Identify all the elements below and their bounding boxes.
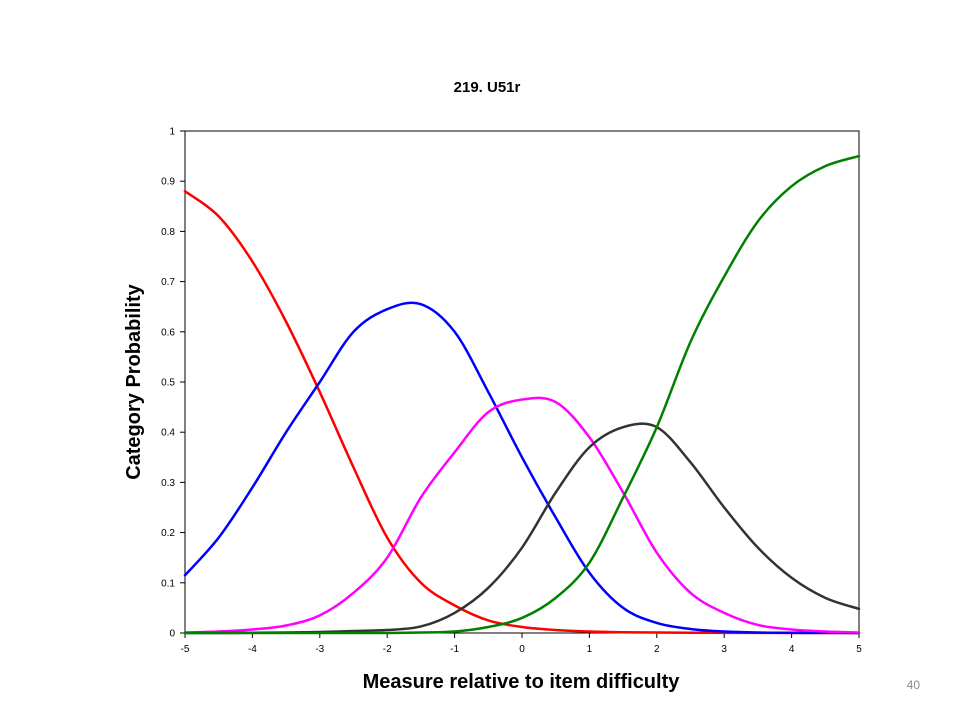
series-line-2 bbox=[183, 301, 861, 635]
x-tick-label: 0 bbox=[519, 644, 525, 655]
y-tick-label: 1 bbox=[169, 127, 175, 138]
x-tick-label: -3 bbox=[315, 644, 324, 655]
x-tick-label: -4 bbox=[248, 644, 257, 655]
page-number: 40 bbox=[906, 678, 920, 692]
y-tick-label: 0 bbox=[169, 629, 175, 640]
plot-area: -5 -4 -3 -2 -1 0 1 2 3 4 5 0 0.1 0.2 0.3 0.4 0.5 0.6 0.7 0.… bbox=[161, 127, 862, 656]
series-line-3 bbox=[183, 396, 861, 634]
x-tick-label: 1 bbox=[587, 644, 593, 655]
plot-frame bbox=[184, 130, 860, 634]
y-tick-label: 0.5 bbox=[161, 378, 175, 389]
x-tick-label: -1 bbox=[450, 644, 459, 655]
y-tick-label: 0.1 bbox=[161, 578, 175, 589]
x-tick-label: 3 bbox=[721, 644, 727, 655]
chart-title: 219. U51r bbox=[454, 79, 521, 96]
y-tick-label: 0.3 bbox=[161, 478, 175, 489]
x-tick-label: 5 bbox=[856, 644, 862, 655]
x-tick-label: 4 bbox=[789, 644, 795, 655]
y-tick-label: 0.9 bbox=[161, 177, 175, 188]
y-tick-label: 0.7 bbox=[161, 277, 175, 288]
x-axis-label: Measure relative to item difficulty bbox=[363, 671, 681, 693]
x-tick-label: -5 bbox=[181, 644, 190, 655]
series-line-5 bbox=[183, 154, 861, 635]
y-tick-label: 0.4 bbox=[161, 428, 175, 439]
y-tick-label: 0.6 bbox=[161, 327, 175, 338]
series-line-1 bbox=[183, 189, 861, 635]
x-tick-label: -2 bbox=[383, 644, 392, 655]
y-tick-label: 0.2 bbox=[161, 528, 175, 539]
y-axis-label: Category Probability bbox=[123, 283, 145, 479]
y-tick-label: 0.8 bbox=[161, 227, 175, 238]
x-tick-label: 2 bbox=[654, 644, 660, 655]
